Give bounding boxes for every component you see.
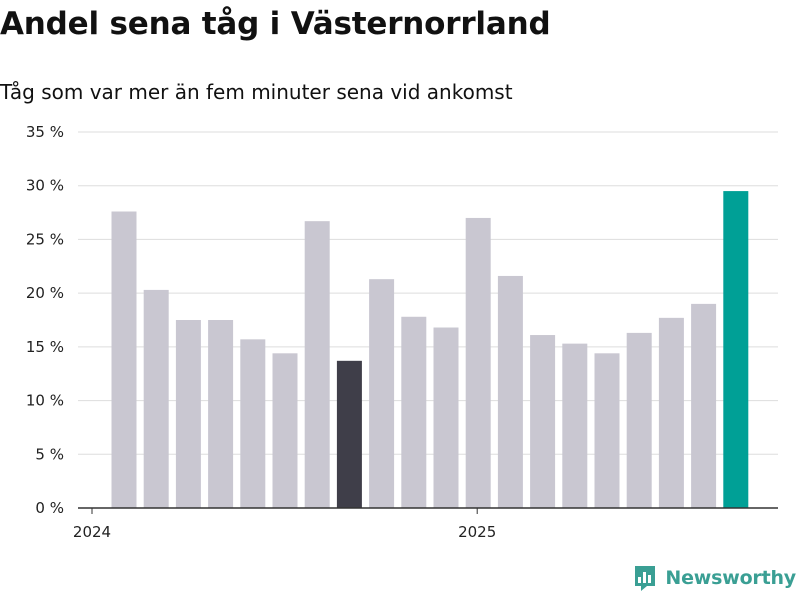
bar-2025-04 <box>594 353 620 508</box>
x-tick-label: 2024 <box>73 523 111 541</box>
bar-2025-02 <box>530 335 556 508</box>
bar-2024-07 <box>304 221 330 508</box>
bar-2025-06 <box>658 317 684 508</box>
bar-2024-12 <box>465 217 491 508</box>
bar-2025-03 <box>562 343 588 508</box>
y-tick-label: 35 % <box>26 123 64 141</box>
bar-2024-03 <box>175 320 201 508</box>
bar-2025-05 <box>626 332 652 508</box>
y-tick-label: 20 % <box>26 284 64 302</box>
y-tick-label: 0 % <box>35 499 64 517</box>
chart-subtitle: Tåg som var mer än fem minuter sena vid … <box>0 80 513 104</box>
newsworthy-chart-icon <box>635 566 656 591</box>
bar-2025-08 <box>723 191 749 509</box>
bar-2024-06 <box>272 353 298 508</box>
bar-2025-01 <box>497 275 523 508</box>
x-tick-label: 2025 <box>458 523 496 541</box>
bar-2025-07 <box>691 303 717 508</box>
newsworthy-logo: Newsworthy <box>633 564 796 592</box>
chart-title: Andel sena tåg i Västernorrland <box>0 6 551 42</box>
bar-2024-02 <box>143 289 169 508</box>
bar-2024-05 <box>240 339 266 508</box>
bar-2024-04 <box>208 320 234 508</box>
y-tick-label: 30 % <box>26 177 64 195</box>
bar-2024-09 <box>369 279 395 508</box>
y-tick-label: 25 % <box>26 230 64 248</box>
y-tick-label: 5 % <box>35 445 64 463</box>
y-tick-label: 10 % <box>26 392 64 410</box>
bar-2024-08 <box>336 360 362 508</box>
logo-text: Newsworthy <box>665 567 796 589</box>
bar-2024-01 <box>111 211 137 509</box>
y-tick-label: 15 % <box>26 338 64 356</box>
bar-2024-10 <box>401 316 427 508</box>
bar-2024-11 <box>433 327 459 508</box>
